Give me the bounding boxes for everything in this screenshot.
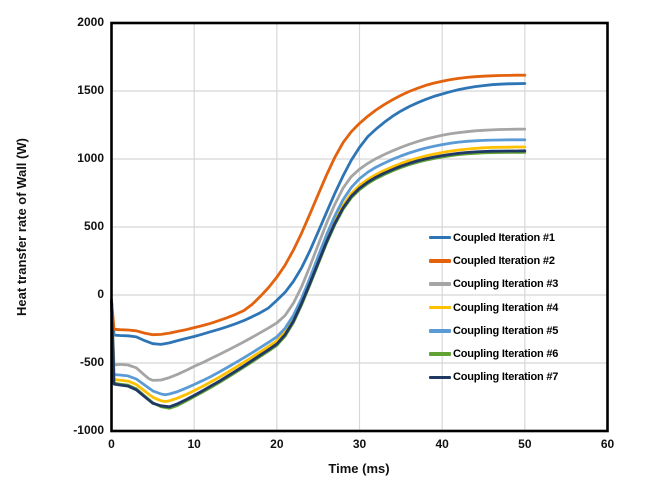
legend-item: Coupling Iteration #7 <box>429 366 558 389</box>
plot-border <box>110 21 609 433</box>
x-tick-label: 40 <box>435 437 449 451</box>
y-tick-label: 0 <box>97 287 104 301</box>
x-tick-label: 0 <box>108 437 115 451</box>
series-4-line-swatch-icon <box>429 305 451 310</box>
y-axis-title: Heat transfer rate of Wall (W) <box>14 138 29 316</box>
series-2-line-swatch-icon <box>429 259 451 263</box>
legend-item: Coupling Iteration #3 <box>429 273 558 296</box>
series-line-2 <box>110 73 527 337</box>
series-line-3 <box>110 127 527 382</box>
legend: Coupled Iteration #1 Coupled Iteration #… <box>429 226 558 389</box>
series-line-5 <box>110 138 527 397</box>
y-tick-label: 1000 <box>77 151 104 165</box>
x-tick-label: 10 <box>187 437 201 451</box>
legend-label: Coupled Iteration #2 <box>453 254 555 267</box>
legend-item: Coupling Iteration #4 <box>429 296 558 319</box>
x-tick-label: 60 <box>600 437 615 451</box>
legend-label: Coupling Iteration #6 <box>453 348 559 361</box>
legend-label: Coupling Iteration #7 <box>453 371 559 384</box>
series-line-7 <box>110 149 527 409</box>
x-tick-label: 20 <box>270 437 284 451</box>
y-tick-label: 1500 <box>77 83 104 97</box>
y-tick-label: -500 <box>79 355 104 369</box>
legend-label: Coupling Iteration #3 <box>453 278 559 291</box>
y-tick-label: -1000 <box>73 423 104 437</box>
series-1-line-swatch-icon <box>429 235 451 240</box>
legend-label: Coupled Iteration #1 <box>453 231 555 244</box>
series-line-1 <box>110 82 527 346</box>
series-3-line-swatch-icon <box>429 282 451 287</box>
y-tick-label: 2000 <box>77 15 104 29</box>
series-6-line-swatch-icon <box>429 352 451 356</box>
legend-label: Coupling Iteration #4 <box>453 301 559 314</box>
legend-item: Coupling Iteration #5 <box>429 319 558 342</box>
y-tick-label: 500 <box>83 219 104 233</box>
series-7-line-swatch-icon <box>429 375 451 380</box>
x-tick-label: 30 <box>352 437 367 451</box>
legend-item: Coupled Iteration #2 <box>429 249 558 272</box>
legend-item: Coupled Iteration #1 <box>429 226 558 249</box>
x-tick-label: 50 <box>518 437 532 451</box>
legend-item: Coupling Iteration #6 <box>429 342 558 365</box>
x-axis-title: Time (ms) <box>328 461 390 476</box>
legend-label: Coupling Iteration #5 <box>453 324 559 337</box>
series-5-line-swatch-icon <box>429 329 451 333</box>
